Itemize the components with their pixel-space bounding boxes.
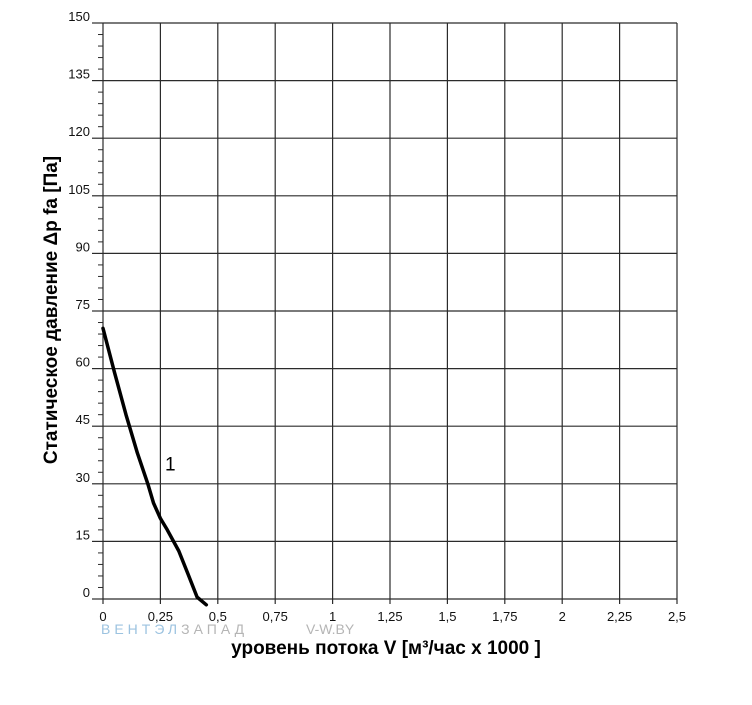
series-line: [101, 326, 209, 607]
y-tick-label: 15: [76, 527, 90, 542]
watermark-company-part2: ЗАПАД: [181, 621, 248, 637]
watermark-site: V-W.BY: [306, 621, 355, 637]
x-tick-label: 0,25: [148, 609, 173, 624]
curve-layer: 1: [101, 326, 209, 607]
series-label: 1: [165, 454, 176, 475]
y-tick-label: 30: [76, 470, 90, 485]
watermark-company: ВЕНТЭЛЗАПАД: [101, 621, 248, 637]
x-tick-label: 0: [99, 609, 106, 624]
x-tick-label: 2,25: [607, 609, 632, 624]
y-tick-label: 105: [68, 182, 90, 197]
y-minor-ticks: [98, 34, 103, 588]
x-tick-label: 0,5: [209, 609, 227, 624]
x-tick-label: 2,5: [668, 609, 686, 624]
y-axis-title: Статическое давление Δp fa [Па]: [41, 156, 62, 464]
x-tick-label: 0,75: [263, 609, 288, 624]
y-tick-label: 60: [76, 355, 90, 370]
y-tick-label: 0: [83, 585, 90, 600]
x-tick-labels: 0 0,25 0,5 0,75 1 1,25 1,5 1,75 2 2,25 2,5: [99, 609, 686, 624]
y-tick-label: 120: [68, 124, 90, 139]
y-tick-label: 75: [76, 297, 90, 312]
y-tick-label: 150: [68, 9, 90, 24]
y-tick-label: 135: [68, 67, 90, 82]
x-tick-label: 1,75: [492, 609, 517, 624]
watermark-company-part1: ВЕНТЭЛ: [101, 621, 181, 637]
y-tick-labels: 0 15 30 45 60 75 90 105 120 135 150: [68, 9, 90, 600]
y-tick-label: 90: [76, 239, 90, 254]
x-tick-label: 1: [329, 609, 336, 624]
x-tick-label: 1,25: [377, 609, 402, 624]
x-tick-label: 2: [559, 609, 566, 624]
grid: [92, 22, 678, 604]
y-tick-label: 45: [76, 412, 90, 427]
x-tick-label: 1,5: [438, 609, 456, 624]
x-axis-title: уровень потока V [м³/час x 1000 ]: [231, 638, 541, 659]
